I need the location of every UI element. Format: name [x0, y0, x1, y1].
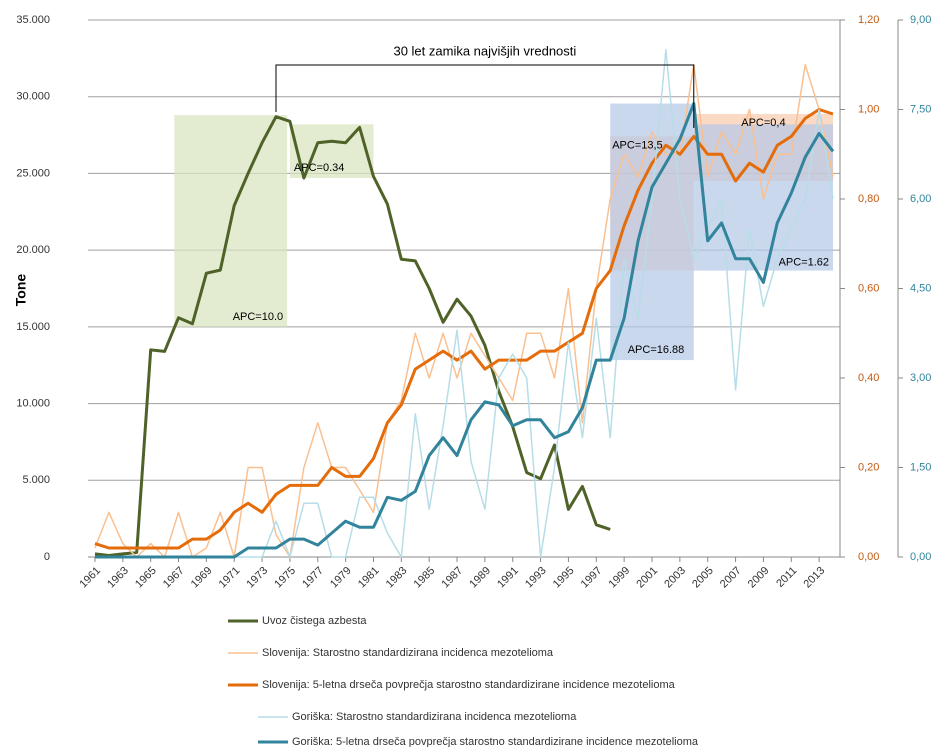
y-tick-label: 15.000 [16, 321, 50, 333]
x-tick-label: 1983 [384, 565, 410, 591]
x-tick-label: 2003 [662, 565, 688, 591]
x-tick-label: 1985 [412, 565, 438, 591]
y3-tick-label: 6,00 [910, 193, 931, 205]
bracket-label: 30 let zamika najvišjih vrednosti [393, 43, 576, 58]
y-tick-label: 35.000 [16, 14, 50, 26]
series-line [94, 115, 611, 557]
y-tick-label: 0 [44, 551, 50, 563]
x-tick-label: 1981 [356, 565, 382, 591]
legend-label: Slovenija: Starostno standardizirana inc… [262, 647, 554, 659]
apc-label: APC=10.0 [233, 311, 283, 323]
x-tick-label: 2013 [801, 565, 827, 591]
x-tick-label: 1977 [300, 565, 326, 591]
y-tick-label: 30.000 [16, 91, 50, 103]
x-tick-label: 1991 [495, 565, 521, 591]
x-tick-label: 1989 [467, 565, 493, 591]
legend-label: Goriška: Starostno standardizirana incid… [292, 711, 577, 723]
y2-tick-label: 0,00 [858, 551, 879, 563]
x-tick-label: 2001 [634, 565, 660, 591]
apc-label: APC=1.62 [779, 257, 829, 269]
y-tick-label: 5.000 [22, 474, 50, 486]
y-tick-label: 10.000 [16, 397, 50, 409]
y2-tick-label: 0,40 [858, 372, 879, 384]
x-tick-label: 1987 [439, 565, 465, 591]
y2-tick-label: 0,80 [858, 193, 879, 205]
y2-tick-label: 0,60 [858, 282, 879, 294]
x-tick-label: 1993 [523, 565, 549, 591]
x-tick-label: 1965 [133, 565, 159, 591]
legend-label: Uvoz čistega azbesta [262, 615, 367, 627]
y-tick-label: 25.000 [16, 167, 50, 179]
y3-tick-label: 0,00 [910, 551, 931, 563]
apc-label: APC=16.88 [628, 344, 685, 356]
y2-tick-label: 0,20 [858, 461, 879, 473]
x-tick-label: 2011 [774, 565, 799, 590]
bracket [275, 64, 695, 128]
x-tick-label: 1995 [551, 565, 577, 591]
x-tick-label: 1975 [272, 565, 298, 591]
y3-tick-label: 3,00 [910, 372, 931, 384]
y3-tick-label: 9,00 [910, 14, 931, 26]
x-tick-label: 1999 [607, 565, 633, 591]
x-tick-label: 1971 [217, 565, 243, 591]
apc-label: APC=0,4 [741, 117, 785, 129]
x-tick-label: 1963 [105, 565, 131, 591]
y3-tick-label: 4,50 [910, 282, 931, 294]
y-axis-label: Tone [13, 274, 29, 307]
x-tick-label: 1979 [328, 565, 354, 591]
legend-label: Slovenija: 5-letna drseča povprečja star… [262, 679, 676, 691]
x-tick-label: 1973 [244, 565, 270, 591]
apc-label: APC=13,5 [612, 139, 662, 151]
series-line [95, 102, 835, 559]
x-tick-label: 2007 [718, 565, 744, 591]
y-tick-label: 20.000 [16, 244, 50, 256]
x-tick-label: 1969 [189, 565, 215, 591]
y2-tick-label: 1,20 [858, 14, 879, 26]
legend-label: Goriška: 5-letna drseča povprečja staros… [292, 736, 699, 747]
x-tick-label: 1967 [161, 565, 187, 591]
apc-label: APC=0.34 [294, 162, 344, 174]
apc-box [289, 124, 374, 179]
x-tick-label: 2009 [746, 565, 772, 591]
y3-tick-label: 7,50 [910, 103, 931, 115]
x-tick-label: 1961 [77, 565, 103, 591]
y2-tick-label: 1,00 [858, 103, 879, 115]
y3-tick-label: 1,50 [910, 461, 931, 473]
series-line [94, 108, 834, 550]
x-tick-label: 1997 [579, 565, 605, 591]
x-tick-label: 2005 [690, 565, 716, 591]
